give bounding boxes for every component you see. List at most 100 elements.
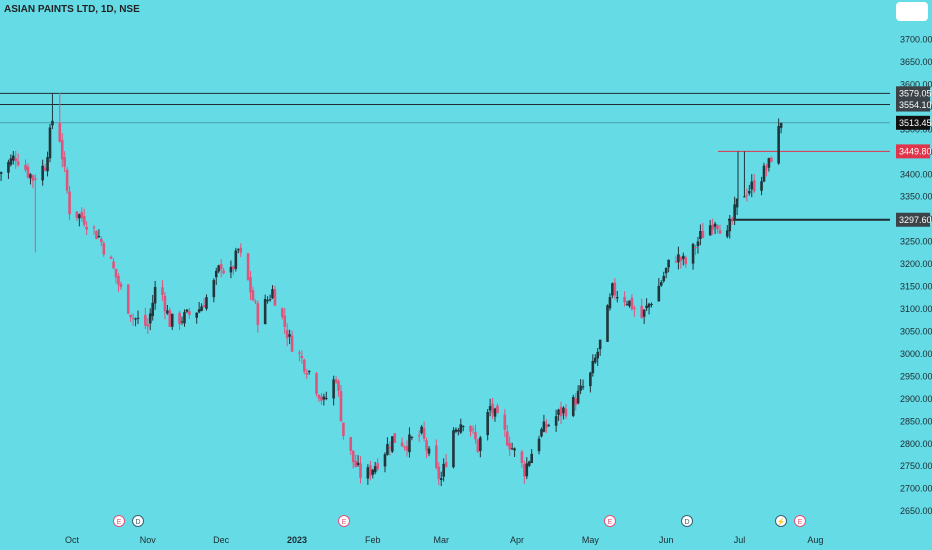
candle-body <box>178 312 181 325</box>
candle-body <box>285 330 289 339</box>
candle-body <box>628 300 631 307</box>
candle-body <box>271 289 274 299</box>
candle-body <box>405 446 409 451</box>
candle-body <box>65 169 69 191</box>
candle-body <box>163 295 167 312</box>
candle-body <box>222 270 225 274</box>
candle-body <box>542 421 546 432</box>
candle-body <box>435 445 438 468</box>
candle-body <box>461 425 465 427</box>
candle-body <box>229 266 233 273</box>
price-label-0: 3579.05 <box>899 89 932 99</box>
candle-body <box>716 225 719 230</box>
candle-body <box>767 158 771 168</box>
candle-body <box>386 444 389 455</box>
candle-body <box>650 304 653 306</box>
candle-body <box>161 287 164 296</box>
candle-body <box>273 289 277 306</box>
candle-body <box>7 162 10 173</box>
candle-body <box>645 305 648 309</box>
candle-body <box>102 243 106 255</box>
candle-body <box>479 437 482 451</box>
candle-body <box>359 463 362 478</box>
event-marker-letter: ⚡ <box>777 517 786 526</box>
candle-body <box>29 174 32 179</box>
candle-body <box>471 428 475 430</box>
candle-body <box>393 433 397 443</box>
candle-body <box>711 224 714 230</box>
candle-body <box>752 180 756 192</box>
event-marker-earnings-icon <box>113 515 125 527</box>
candle-body <box>713 223 717 227</box>
candle-body <box>212 280 216 298</box>
price-label-3: 3449.80 <box>899 147 932 157</box>
candle-body <box>684 257 688 265</box>
candle-body <box>197 309 201 313</box>
candle-body <box>166 310 169 314</box>
candle-body <box>681 255 685 260</box>
candle-body <box>503 414 507 430</box>
candle-body <box>728 220 732 232</box>
candle-body <box>307 370 311 372</box>
candle-body <box>58 122 62 142</box>
candle-body <box>745 194 749 196</box>
y-tick-label: 2750.00 <box>900 461 932 471</box>
candle-body <box>315 373 318 394</box>
candle-body <box>748 190 751 194</box>
candle-body <box>640 305 644 318</box>
candle-body <box>437 466 441 479</box>
candle-body <box>82 216 86 225</box>
candle-body <box>677 254 680 263</box>
candle-body <box>633 307 636 309</box>
candle-body <box>109 256 113 259</box>
top-right-button[interactable] <box>896 2 928 21</box>
candle-body <box>332 379 335 399</box>
candle-body <box>136 317 140 319</box>
candle-body <box>170 313 174 327</box>
candle-body <box>452 430 455 468</box>
candle-body <box>168 310 172 327</box>
candle-body <box>371 469 375 475</box>
candle-body <box>129 314 132 318</box>
candle-body <box>26 166 30 178</box>
event-marker-letter: E <box>798 519 803 526</box>
candle-body <box>48 127 52 159</box>
candle-body <box>114 268 118 278</box>
event-marker-letter: E <box>342 519 347 526</box>
candle-body <box>659 282 663 286</box>
y-tick-label: 3650.00 <box>900 57 932 67</box>
candle-body <box>664 268 668 274</box>
candle-body <box>342 422 345 436</box>
candle-body <box>16 161 20 166</box>
x-tick-label: Jun <box>659 535 674 545</box>
candle-body <box>554 416 558 426</box>
candle-body <box>403 446 406 448</box>
y-tick-label: 3400.00 <box>900 169 932 179</box>
x-tick-label: Dec <box>213 535 230 545</box>
candle-body <box>674 261 678 263</box>
candle-body <box>324 398 328 400</box>
y-tick-label: 2650.00 <box>900 506 932 516</box>
event-marker-letter: D <box>684 519 689 526</box>
candle-body <box>85 226 88 230</box>
candle-body <box>562 407 565 414</box>
candle-body <box>334 379 338 383</box>
candle-body <box>256 303 260 325</box>
candle-body <box>589 372 592 387</box>
candle-body <box>642 309 646 317</box>
candle-body <box>493 408 497 417</box>
candle-body <box>596 351 600 359</box>
candle-body <box>280 308 284 317</box>
candle-body <box>234 250 238 269</box>
x-tick-label: Mar <box>433 535 449 545</box>
candle-body <box>545 423 548 428</box>
candle-body <box>513 448 516 451</box>
candle-body <box>68 191 71 215</box>
candle-body <box>743 196 746 198</box>
candle-body <box>43 167 47 171</box>
candle-body <box>266 300 269 302</box>
candle-body <box>95 230 98 240</box>
candle-body <box>239 247 243 253</box>
candle-body <box>770 157 773 162</box>
